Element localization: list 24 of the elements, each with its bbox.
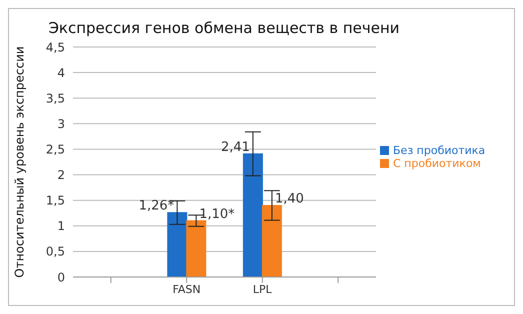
y-tick-label: 3,5 xyxy=(46,91,65,106)
bar xyxy=(262,204,282,277)
y-tick-label: 4,5 xyxy=(46,40,65,54)
chart-title: Экспрессия генов обмена веществ в печени xyxy=(47,19,401,37)
legend-label: С пробиотиком xyxy=(393,157,481,170)
y-axis-title: Относительный уровень экспрессии xyxy=(12,46,26,278)
bar xyxy=(242,153,263,277)
y-tick-label: 1,5 xyxy=(46,194,65,208)
y-tick-label: 1 xyxy=(57,219,65,234)
x-tick-label: LPL xyxy=(252,282,273,296)
y-tick-label: 3 xyxy=(57,116,65,131)
data-label: 2,41 xyxy=(220,140,250,155)
data-label: 1,10* xyxy=(199,206,236,222)
y-tick-label: 0,5 xyxy=(46,244,65,259)
data-label: 1,26* xyxy=(138,198,175,214)
legend-label: Без пробиотика xyxy=(393,144,486,157)
y-tick-label: 2,5 xyxy=(46,142,65,156)
x-tick-label: FASN xyxy=(172,282,201,296)
y-tick-label: 0 xyxy=(57,270,65,284)
y-tick-label: 4 xyxy=(57,66,65,80)
data-label: 1,40 xyxy=(274,191,304,206)
y-tick-label: 2 xyxy=(57,168,65,182)
bar xyxy=(167,212,188,277)
bar xyxy=(186,220,206,277)
